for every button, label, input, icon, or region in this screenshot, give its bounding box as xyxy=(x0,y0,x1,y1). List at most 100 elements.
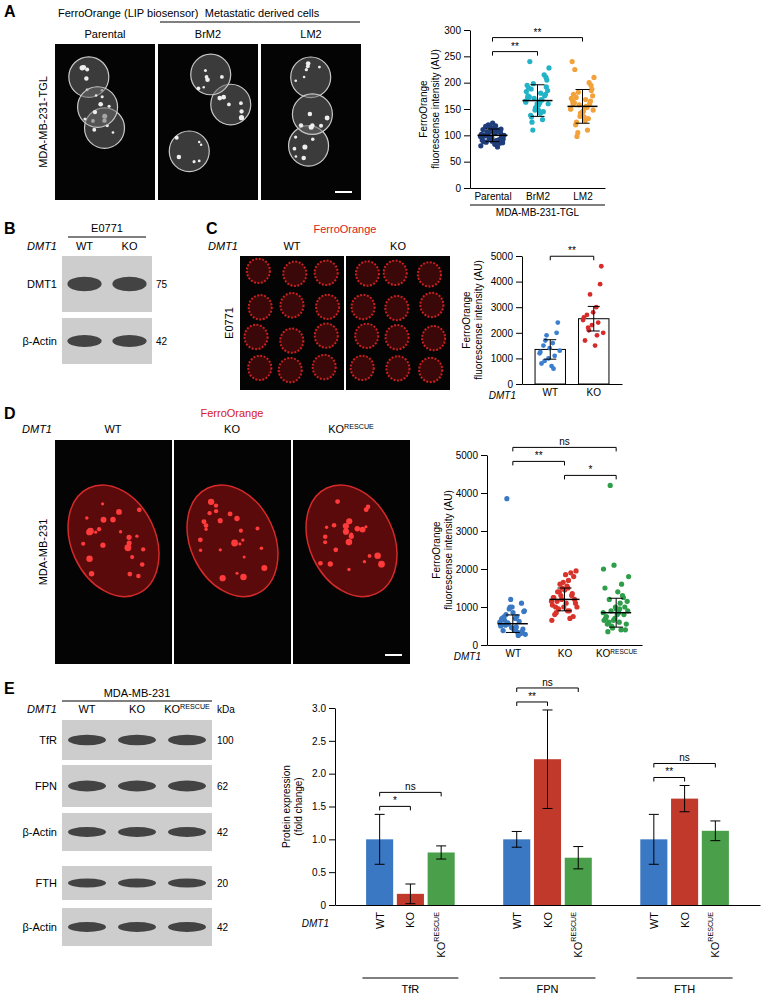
data-point xyxy=(508,604,513,609)
vesicle xyxy=(137,508,142,513)
tick-label: Parental xyxy=(474,191,511,202)
vesicle xyxy=(119,530,122,533)
data-point xyxy=(500,628,505,633)
tick-mark xyxy=(481,531,487,532)
vesicle xyxy=(214,503,218,507)
mean-line xyxy=(550,599,580,601)
row-label: MDA-MB-231 xyxy=(37,519,49,586)
data-point xyxy=(598,282,603,287)
error-bar xyxy=(516,831,517,847)
vesicle xyxy=(97,527,101,531)
vesicle xyxy=(94,531,97,534)
vesicle xyxy=(318,561,323,566)
vesicle xyxy=(363,560,366,563)
data-point xyxy=(587,80,592,85)
vesicle xyxy=(108,105,111,108)
data-point xyxy=(547,346,552,351)
blot xyxy=(62,720,212,760)
bar-label: KORESCUE xyxy=(707,912,721,958)
chart: 050100150200250300ParentalBrM2LM2FerroOr… xyxy=(418,25,606,218)
error-cap xyxy=(544,359,556,360)
error-cap xyxy=(512,831,522,832)
vesicle xyxy=(323,540,327,544)
image-label: BrM2 xyxy=(195,28,221,40)
error-bar xyxy=(684,785,685,811)
data-point xyxy=(525,83,530,88)
vesicle xyxy=(366,505,371,510)
tick-label: 0 xyxy=(507,379,513,390)
data-point xyxy=(538,91,543,96)
data-point xyxy=(546,101,551,106)
tick-label: KO xyxy=(587,387,602,398)
vesicle xyxy=(240,574,246,580)
bar-label: KORESCUE xyxy=(433,912,447,958)
vesicle xyxy=(200,143,202,145)
tick-label: 0 xyxy=(455,183,461,194)
error-cap xyxy=(588,306,600,307)
data-point xyxy=(523,632,528,637)
image-label: LM2 xyxy=(300,28,321,40)
significance: ** xyxy=(511,41,519,52)
band xyxy=(118,735,156,745)
cell xyxy=(249,295,272,319)
vesicle xyxy=(306,61,311,66)
error-cap xyxy=(710,820,720,821)
significance: ns xyxy=(679,752,690,763)
image-label: KO xyxy=(390,240,406,252)
tick-mark xyxy=(481,607,487,608)
tick: 300 xyxy=(444,25,470,36)
gene-label: DMT1 xyxy=(27,240,57,252)
band xyxy=(118,922,156,932)
vesicle xyxy=(347,568,350,571)
micrograph xyxy=(289,440,415,664)
vesicle xyxy=(175,136,179,140)
data-point xyxy=(601,330,606,335)
bar-label: KORESCUE xyxy=(570,912,584,958)
cell xyxy=(313,355,336,379)
tick: WT xyxy=(506,648,522,659)
micrograph xyxy=(240,256,344,390)
error-bar xyxy=(441,846,442,859)
error-bar xyxy=(653,814,654,864)
data-point xyxy=(514,624,519,629)
vesicle xyxy=(239,109,243,113)
tick: 4000 xyxy=(456,488,487,499)
bar-label: WT xyxy=(374,912,386,929)
tick-label: KORESCUE xyxy=(596,648,638,660)
data-point xyxy=(605,629,610,634)
tick: 2000 xyxy=(491,328,522,339)
tick-mark xyxy=(516,384,522,385)
data-point xyxy=(480,127,485,132)
vesicle xyxy=(241,538,244,541)
lane-label: WT xyxy=(78,703,95,715)
vesicle xyxy=(84,76,88,80)
sig-bracket xyxy=(493,38,583,42)
error-bar xyxy=(715,821,716,841)
data-point xyxy=(570,101,575,106)
figure: AFerroOrange (LIP biosensor)Metastatic d… xyxy=(0,0,773,1000)
error-cap xyxy=(710,840,720,841)
vesicle xyxy=(204,69,207,72)
tick-label: 150 xyxy=(444,104,461,115)
tick-label: 3000 xyxy=(456,526,479,537)
vesicle xyxy=(203,86,205,88)
band xyxy=(168,922,206,932)
micrograph-bg xyxy=(240,256,344,390)
vesicle xyxy=(218,518,223,523)
micrograph xyxy=(158,44,258,200)
label-sup: RESCUE xyxy=(180,703,210,711)
data-point xyxy=(552,612,557,617)
cell xyxy=(51,470,177,611)
vesicle xyxy=(127,572,132,577)
data-point xyxy=(618,601,623,606)
vesicle xyxy=(332,523,337,528)
blot-title: MDA-MB-231 xyxy=(104,687,171,699)
tick-label: 5000 xyxy=(491,251,514,262)
data-point xyxy=(626,574,631,579)
label-sup: RESCUE xyxy=(610,648,638,655)
vesicle xyxy=(87,528,94,535)
error-cap xyxy=(405,903,415,904)
chart: 010002000300040005000WTKOFerroOrangefluo… xyxy=(461,245,623,401)
micrograph-bg xyxy=(346,256,450,390)
tick: 0 xyxy=(507,379,522,390)
